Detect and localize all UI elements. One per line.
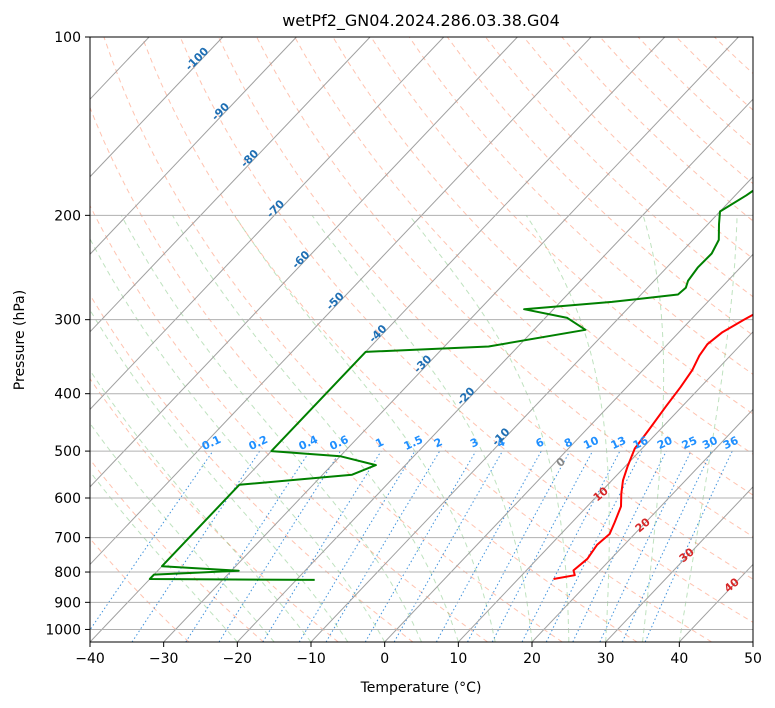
x-tick-label: 40	[670, 651, 688, 667]
mixing-ratio-label: 20	[655, 434, 675, 452]
x-axis-label: Temperature (°C)	[360, 680, 482, 696]
moist-adiabat-line	[90, 369, 312, 642]
isotherm-line	[90, 37, 224, 178]
background-lines	[90, 37, 753, 642]
y-tick-label: 100	[54, 30, 81, 46]
x-tick-label: −20	[223, 651, 253, 667]
mixing-ratio-line	[467, 450, 571, 642]
y-tick-label: 400	[54, 387, 81, 403]
chart-title: wetPf2_GN04.2024.286.03.38.G04	[282, 11, 560, 31]
mixing-ratio-label: 30	[700, 434, 720, 452]
y-tick-label: 300	[54, 313, 81, 329]
mixing-ratio-line	[393, 450, 503, 642]
y-tick-label: 1000	[45, 622, 81, 638]
mixing-ratio-line	[90, 450, 214, 631]
moist-adiabat-line	[90, 237, 386, 642]
moist-adiabat-line	[171, 215, 459, 642]
dry-adiabat-line	[103, 37, 638, 642]
x-tick-label: 10	[449, 651, 467, 667]
dry-adiabat-line	[90, 204, 488, 642]
mixing-ratio-label: 25	[680, 434, 699, 452]
isotherm-line	[605, 486, 753, 642]
y-axis-label: Pressure (hPa)	[12, 290, 28, 390]
x-tick-label: −40	[75, 651, 105, 667]
dry-adiabat-line	[90, 458, 264, 642]
y-axis: 100 200 300 400 500 600 700 800 900 1000	[45, 30, 90, 638]
isotherm-line	[90, 37, 371, 333]
isotherm-line	[384, 253, 753, 642]
moist-adiabat-line	[90, 309, 349, 642]
x-tick-label: 0	[380, 651, 389, 667]
y-tick-label: 500	[54, 444, 81, 460]
dry-adiabat-line	[90, 106, 563, 642]
dewpoint-profile-line	[148, 189, 753, 581]
x-tick-label: −30	[149, 651, 179, 667]
dry-adiabat-line	[408, 37, 753, 375]
isotherm-line	[90, 37, 592, 566]
dry-adiabat-line	[141, 37, 712, 642]
mixing-ratio-line	[185, 450, 311, 642]
x-tick-label: 50	[744, 651, 762, 667]
dry-adiabat-line	[217, 37, 753, 580]
x-tick-label: −10	[296, 651, 326, 667]
isotherm-line	[310, 176, 753, 642]
series-layer	[148, 189, 753, 581]
moist-adiabat-line	[311, 215, 533, 642]
x-tick-label: 30	[597, 651, 615, 667]
mixing-ratio-label: 16	[631, 434, 651, 452]
mixing-ratio-line	[218, 450, 341, 642]
isotherm-line	[90, 37, 445, 411]
isotherm-line	[90, 37, 518, 488]
moist-adiabat-line	[678, 215, 738, 642]
isotherm-line	[457, 331, 753, 642]
mixing-ratio-line	[262, 450, 382, 642]
y-tick-label: 200	[54, 208, 81, 224]
moist-adiabat-line	[234, 215, 496, 642]
y-tick-label: 900	[54, 595, 81, 611]
moist-adiabat-line	[120, 215, 422, 642]
dry-adiabat-line	[179, 37, 753, 623]
isotherm-line	[531, 408, 753, 642]
mixing-ratio-label: 10	[581, 434, 601, 452]
plot-frame	[89, 36, 754, 643]
x-tick-label: 20	[523, 651, 541, 667]
mixing-ratio-line	[435, 450, 542, 642]
isotherm-line	[163, 37, 739, 642]
mixing-ratio-label: 13	[609, 434, 628, 452]
y-tick-label: 600	[54, 491, 81, 507]
mixing-ratio-line	[545, 450, 643, 642]
mixing-ratio-label: 36	[721, 434, 741, 452]
x-axis: −40 −30 −20 −10 0 10 20 30 40 50	[75, 642, 762, 667]
y-tick-label: 800	[54, 565, 81, 581]
mixing-ratio-line	[572, 450, 667, 642]
moist-adiabat-line	[90, 422, 275, 642]
moist-adiabat-line	[642, 215, 665, 642]
dry-adiabat-line	[294, 37, 753, 496]
y-tick-label: 700	[54, 531, 81, 547]
mixing-ratio-line	[298, 450, 416, 642]
temperature-profile-line	[553, 313, 753, 580]
moist-adiabat-line	[525, 215, 610, 642]
isotherm-line	[90, 37, 297, 256]
